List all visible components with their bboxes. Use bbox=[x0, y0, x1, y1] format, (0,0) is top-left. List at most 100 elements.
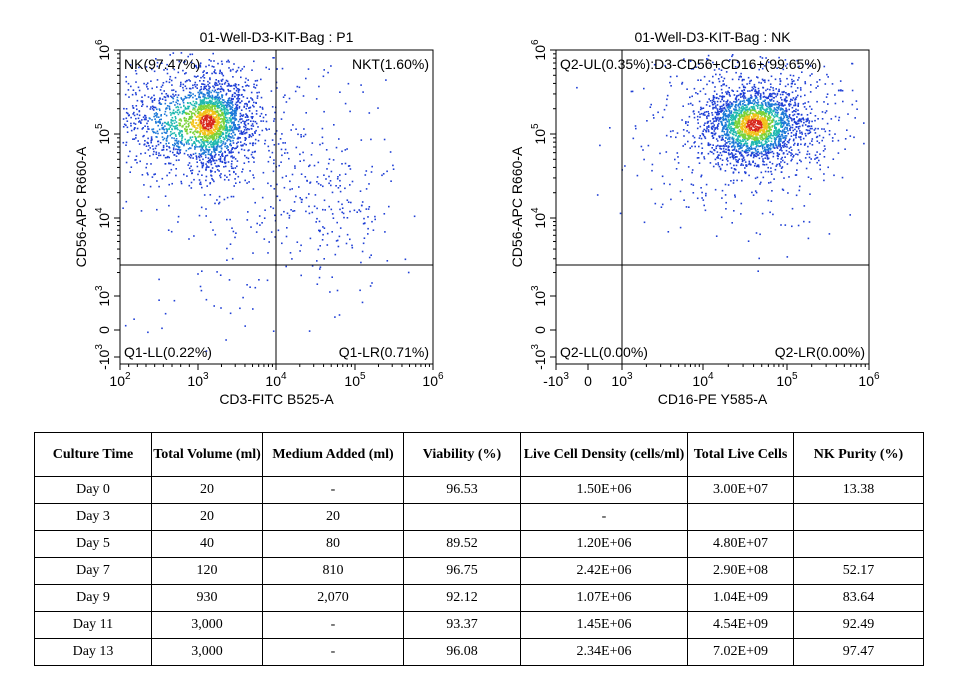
event-dot bbox=[751, 191, 753, 194]
event-dot bbox=[806, 153, 808, 156]
event-dot bbox=[222, 74, 225, 77]
event-dot bbox=[799, 130, 801, 132]
event-dot bbox=[737, 150, 739, 153]
event-dot bbox=[698, 63, 700, 65]
event-dot bbox=[700, 142, 703, 145]
event-dot bbox=[702, 107, 705, 109]
event-dot bbox=[243, 142, 246, 145]
event-dot bbox=[755, 140, 758, 142]
event-dot bbox=[783, 177, 785, 179]
event-dot bbox=[143, 184, 145, 186]
event-dot bbox=[192, 87, 194, 89]
event-dot bbox=[229, 90, 232, 92]
event-dot bbox=[177, 106, 180, 109]
event-dot bbox=[125, 141, 128, 144]
event-dot bbox=[764, 109, 766, 111]
event-dot bbox=[745, 99, 748, 101]
event-dot bbox=[183, 123, 186, 126]
event-dot bbox=[339, 174, 341, 176]
event-dot bbox=[188, 94, 191, 96]
event-dot bbox=[216, 132, 219, 135]
event-dot bbox=[730, 110, 733, 112]
event-dot bbox=[207, 131, 209, 133]
event-dot bbox=[754, 140, 757, 143]
event-dot bbox=[777, 134, 780, 137]
event-dot bbox=[764, 150, 767, 153]
event-dot bbox=[371, 220, 373, 223]
event-dot bbox=[743, 99, 745, 102]
event-dot bbox=[784, 104, 786, 106]
event-dot bbox=[725, 119, 728, 121]
event-dot bbox=[202, 118, 205, 121]
event-dot bbox=[326, 168, 328, 170]
event-dot bbox=[349, 184, 351, 186]
event-dot bbox=[687, 103, 690, 105]
event-dot bbox=[210, 132, 212, 134]
event-dot bbox=[189, 131, 192, 134]
event-dot bbox=[233, 121, 235, 124]
event-dot bbox=[191, 143, 194, 145]
event-dot bbox=[202, 71, 204, 74]
event-dot bbox=[782, 119, 784, 122]
event-dot bbox=[223, 178, 226, 181]
event-dot bbox=[772, 115, 775, 117]
event-dot bbox=[759, 113, 762, 116]
event-dot bbox=[213, 150, 215, 153]
event-dot bbox=[740, 163, 743, 165]
event-dot bbox=[190, 139, 193, 141]
event-dot bbox=[193, 142, 195, 144]
event-dot bbox=[203, 96, 205, 98]
event-dot bbox=[134, 70, 137, 72]
event-dot bbox=[147, 331, 149, 334]
event-dot bbox=[273, 120, 275, 122]
event-dot bbox=[171, 84, 173, 86]
event-dot bbox=[176, 152, 179, 154]
event-dot bbox=[219, 90, 222, 93]
event-dot bbox=[210, 140, 213, 143]
event-dot bbox=[719, 100, 722, 103]
event-dot bbox=[784, 65, 787, 67]
event-dot bbox=[195, 137, 197, 139]
event-dot bbox=[763, 95, 766, 98]
event-dot bbox=[759, 131, 761, 133]
event-dot bbox=[249, 142, 251, 145]
quadrant-label: NKT(1.60%) bbox=[352, 56, 429, 72]
event-dot bbox=[789, 100, 792, 103]
event-dot bbox=[778, 136, 781, 138]
event-dot bbox=[244, 154, 246, 157]
event-dot bbox=[720, 120, 722, 123]
event-dot bbox=[238, 136, 240, 139]
event-dot bbox=[725, 201, 727, 204]
event-dot bbox=[740, 143, 742, 146]
event-dot bbox=[150, 141, 152, 144]
event-dot bbox=[171, 137, 173, 139]
event-dot bbox=[729, 107, 731, 109]
event-dot bbox=[779, 119, 781, 122]
event-dot bbox=[754, 130, 757, 133]
event-dot bbox=[223, 158, 226, 161]
event-dot bbox=[356, 211, 358, 213]
event-dot bbox=[809, 65, 812, 67]
event-dot bbox=[261, 106, 264, 109]
event-dot bbox=[792, 97, 795, 99]
event-dot bbox=[732, 141, 735, 144]
event-dot bbox=[163, 137, 166, 140]
event-dot bbox=[651, 169, 653, 172]
event-dot bbox=[203, 86, 206, 88]
event-dot bbox=[203, 107, 205, 110]
event-dot bbox=[758, 142, 761, 144]
event-dot bbox=[785, 100, 787, 103]
event-dot bbox=[727, 160, 729, 162]
event-dot bbox=[733, 111, 735, 114]
event-dot bbox=[171, 124, 173, 127]
event-dot bbox=[786, 146, 788, 148]
event-dot bbox=[796, 130, 798, 133]
event-dot bbox=[767, 137, 770, 140]
event-dot bbox=[210, 117, 213, 120]
event-dot bbox=[711, 114, 714, 116]
event-dot bbox=[199, 113, 201, 116]
event-dot bbox=[211, 177, 213, 180]
event-dot bbox=[135, 137, 137, 139]
event-dot bbox=[229, 129, 231, 131]
event-dot bbox=[175, 106, 177, 109]
